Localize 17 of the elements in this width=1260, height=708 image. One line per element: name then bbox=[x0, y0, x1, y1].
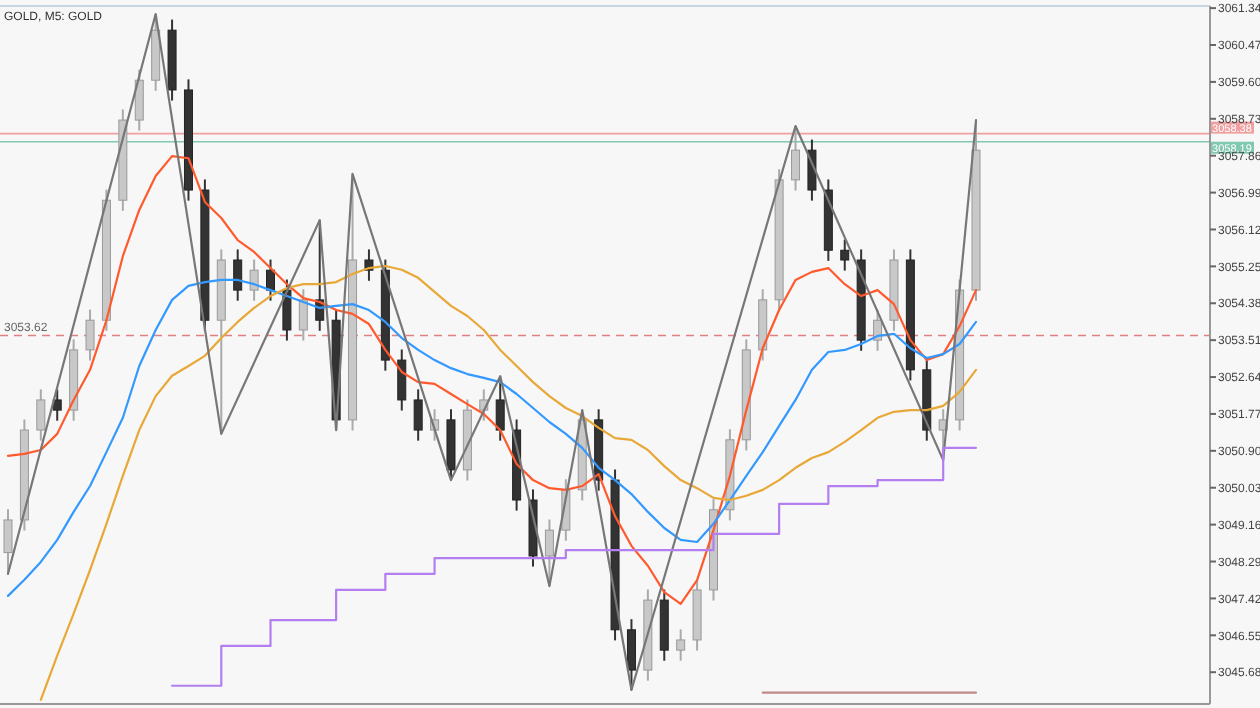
candlestick bbox=[397, 348, 407, 412]
candlestick bbox=[807, 138, 817, 202]
line-series bbox=[6, 12, 978, 692]
candlestick bbox=[413, 388, 423, 442]
candlestick bbox=[298, 288, 308, 342]
candlestick bbox=[791, 125, 801, 192]
candlestick bbox=[495, 375, 505, 442]
candlestick bbox=[840, 238, 850, 272]
candlestick bbox=[3, 508, 13, 575]
candlestick bbox=[249, 258, 259, 302]
candlestick bbox=[52, 388, 62, 422]
candlestick bbox=[85, 308, 95, 362]
candlestick bbox=[134, 68, 144, 132]
candlestick bbox=[233, 248, 243, 302]
line-series bbox=[6, 155, 978, 606]
candlestick bbox=[676, 628, 686, 662]
candlestick bbox=[36, 388, 46, 442]
